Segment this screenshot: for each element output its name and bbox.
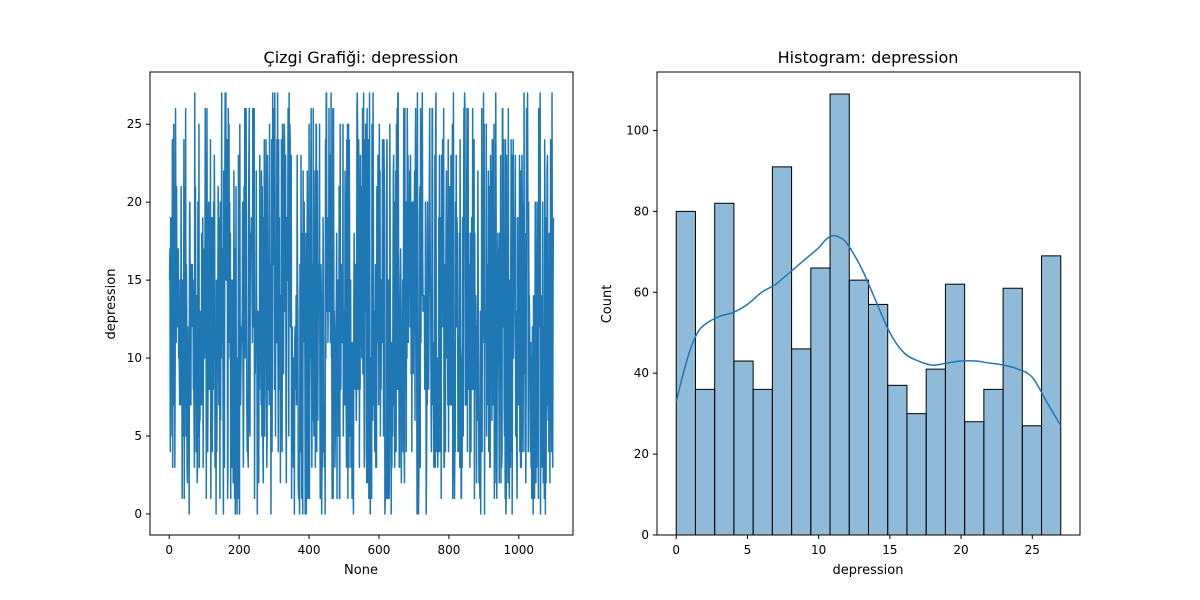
- line-chart-y-ticks: 0 5 10 15 20 25: [127, 117, 150, 521]
- line-chart-x-tick-label: 600: [368, 543, 391, 557]
- histogram-bar: [983, 388, 1004, 536]
- line-chart-x-tick-label: 0: [165, 543, 173, 557]
- line-chart-panel: Çizgi Grafiği: depression 0 200 400 600 800 1…: [104, 48, 574, 578]
- line-chart-y-tick-label: 15: [127, 273, 142, 287]
- histogram-bar: [675, 210, 696, 536]
- histogram-y-tick-label: 80: [634, 204, 649, 218]
- histogram-bar: [887, 384, 908, 536]
- histogram-frame: [656, 71, 1081, 536]
- line-chart-x-tick-label: 1000: [504, 543, 535, 557]
- histogram-bar: [1021, 425, 1043, 536]
- histogram-y-tick-label: 100: [626, 123, 649, 137]
- histogram-x-tick-label: 5: [744, 543, 752, 557]
- histogram-x-tick-label: 20: [953, 543, 968, 557]
- histogram-x-tick-label: 0: [672, 543, 680, 557]
- kde-curve: [675, 234, 1062, 427]
- histogram-bar: [925, 368, 946, 536]
- line-series-depression: [168, 92, 555, 515]
- histogram-x-tick-label: 15: [882, 543, 897, 557]
- line-chart-y-tick-label: 0: [134, 507, 142, 521]
- histogram-bar: [1002, 287, 1023, 536]
- histogram-y-tick-label: 60: [634, 285, 649, 299]
- histogram-bar: [906, 413, 927, 536]
- line-chart-x-ticks: 0 200 400 600 800 1000: [165, 535, 534, 557]
- histogram-bar: [752, 388, 773, 536]
- line-chart-x-tick-label: 400: [298, 543, 321, 557]
- histogram-bar: [733, 360, 754, 536]
- histogram-bar: [810, 267, 831, 536]
- histogram-y-ticks: 0 20 40 60 80 100: [626, 123, 657, 542]
- histogram-panel: Histogram: depression 0 5 10 15 20 25 0 20 40 60…: [600, 48, 1081, 578]
- line-chart-plot-area: [168, 92, 555, 515]
- line-chart-y-tick-label: 20: [127, 195, 142, 209]
- histogram-x-axis-label: depression: [833, 563, 904, 578]
- histogram-y-tick-label: 20: [634, 447, 649, 461]
- histogram-x-tick-label: 25: [1025, 543, 1040, 557]
- histogram-bar: [829, 93, 850, 536]
- histogram-x-tick-label: 10: [811, 543, 826, 557]
- histogram-bar: [694, 388, 716, 536]
- line-chart-x-tick-label: 800: [437, 543, 460, 557]
- histogram-bar: [791, 348, 812, 536]
- line-chart-y-tick-label: 25: [127, 117, 142, 131]
- line-chart-title: Çizgi Grafiği: depression: [264, 48, 459, 67]
- histogram-bar: [771, 166, 793, 536]
- histogram-y-axis-label: Count: [600, 285, 615, 324]
- histogram-bar: [964, 421, 985, 536]
- line-chart-x-tick-label: 200: [228, 543, 251, 557]
- histogram-bar: [868, 303, 889, 536]
- histogram-bar: [848, 279, 869, 536]
- line-chart-x-axis-label: None: [344, 563, 378, 578]
- histogram-bar: [714, 202, 735, 536]
- histogram-bars: [675, 93, 1062, 536]
- histogram-bar: [944, 283, 966, 536]
- histogram-kde: [675, 234, 1062, 427]
- line-chart-y-axis-label: depression: [104, 269, 119, 340]
- line-chart-y-tick-label: 10: [127, 351, 142, 365]
- histogram-y-tick-label: 0: [641, 528, 649, 542]
- line-chart-y-tick-label: 5: [134, 429, 142, 443]
- line-chart-frame: [149, 71, 574, 536]
- histogram-x-ticks: 0 5 10 15 20 25: [672, 535, 1040, 557]
- histogram-y-tick-label: 40: [634, 366, 649, 380]
- histogram-bar: [1041, 255, 1062, 536]
- histogram-title: Histogram: depression: [778, 48, 959, 67]
